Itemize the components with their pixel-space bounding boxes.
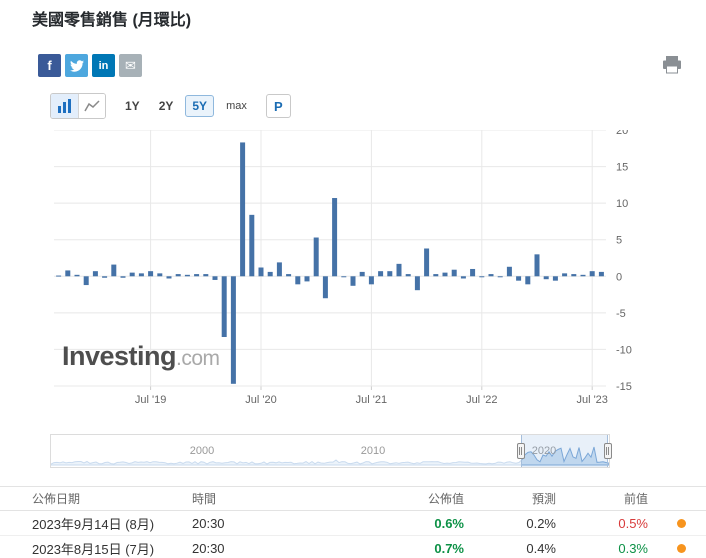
navigator-unselected-mask: [51, 435, 521, 467]
range-max-button[interactable]: max: [226, 100, 247, 112]
svg-text:10: 10: [616, 198, 628, 210]
svg-text:Jul '20: Jul '20: [245, 394, 276, 406]
table-row: 2023年8月15日 (7月) 20:30 0.7% 0.4% 0.3%: [0, 536, 706, 558]
previous-value: 0.3%: [618, 540, 648, 556]
range-2y-button[interactable]: 2Y: [158, 99, 174, 113]
line-chart-type-button[interactable]: [78, 94, 105, 118]
twitter-bird-icon: [69, 59, 84, 72]
actual-value: 0.7%: [434, 540, 464, 556]
table-row: 2023年9月14日 (8月) 20:30 0.6% 0.2% 0.5%: [0, 511, 706, 536]
svg-text:0: 0: [616, 271, 622, 283]
navigator-selected-range[interactable]: [521, 435, 608, 467]
svg-text:Jul '23: Jul '23: [576, 394, 607, 406]
svg-text:-10: -10: [616, 344, 632, 356]
share-toolbar: f in ✉: [38, 54, 142, 77]
svg-text:Jul '22: Jul '22: [466, 394, 497, 406]
navigator-label-2020: 2020: [531, 445, 557, 457]
line-chart-icon: [84, 100, 100, 112]
email-envelope-icon: ✉: [125, 57, 136, 73]
history-table: 公佈日期 時間 公佈值 預測 前值 2023年9月14日 (8月) 20:30 …: [0, 486, 706, 558]
print-button[interactable]: [662, 56, 684, 76]
actual-value: 0.6%: [434, 515, 464, 531]
bar-chart-icon: [57, 99, 71, 113]
navigator-label-2000: 2000: [189, 445, 215, 457]
watermark-suffix: .com: [176, 347, 220, 370]
forecast-value: 0.4%: [526, 540, 556, 556]
svg-text:Jul '21: Jul '21: [356, 394, 387, 406]
chart-plot-area: 20 15 10 5 0 -5 -10 -15 Jul '19 Jul '20 Jul '21 Jul…: [54, 125, 658, 408]
navigator-left-handle[interactable]: [517, 443, 525, 459]
navigator-right-handle[interactable]: [604, 443, 612, 459]
release-marker-icon: [677, 543, 686, 553]
header-time: 時間: [192, 492, 217, 506]
range-5y-button[interactable]: 5Y: [185, 95, 215, 117]
release-date: 2023年8月15日 (7月): [32, 541, 155, 557]
linkedin-icon: in: [98, 59, 109, 72]
facebook-icon: f: [47, 58, 52, 73]
svg-text:Jul '19: Jul '19: [135, 394, 166, 406]
chart-type-switcher: [50, 93, 106, 119]
printer-icon: [663, 56, 681, 74]
table-header-row: 公佈日期 時間 公佈值 預測 前值: [0, 486, 706, 511]
chart-toolbar: 1Y 2Y 5Y max P: [50, 93, 291, 119]
release-marker-icon: [677, 518, 686, 528]
forecast-value: 0.2%: [526, 515, 556, 531]
share-facebook-button[interactable]: f: [38, 54, 61, 77]
svg-text:5: 5: [616, 235, 622, 247]
header-actual: 公佈值: [427, 492, 464, 506]
svg-text:15: 15: [616, 162, 628, 174]
p-button[interactable]: P: [265, 94, 291, 118]
share-email-button[interactable]: ✉: [119, 54, 142, 77]
watermark-brand: Investing: [62, 341, 177, 371]
investing-watermark: Investing.com: [62, 341, 220, 372]
share-twitter-button[interactable]: [65, 54, 88, 77]
navigator-label-2010: 2010: [360, 445, 386, 457]
svg-text:20: 20: [616, 130, 628, 137]
bar-chart-type-button[interactable]: [51, 94, 78, 118]
share-linkedin-button[interactable]: in: [92, 54, 115, 77]
svg-text:-5: -5: [616, 308, 626, 320]
range-1y-button[interactable]: 1Y: [125, 99, 140, 113]
release-date: 2023年9月14日 (8月): [32, 516, 155, 532]
header-release-date: 公佈日期: [32, 492, 81, 506]
svg-text:-15: -15: [616, 381, 632, 393]
timeline-navigator[interactable]: 2000 2010 2020: [50, 434, 612, 468]
release-time: 20:30: [192, 540, 225, 556]
page-title: 美國零售銷售 (月環比): [32, 12, 192, 29]
bar-chart: 20 15 10 5 0 -5 -10 -15 Jul '19 Jul '20 Jul '21 Jul…: [54, 125, 632, 406]
header-previous: 前值: [623, 492, 648, 506]
previous-value: 0.5%: [618, 515, 648, 531]
range-selector: 1Y 2Y 5Y max: [118, 95, 254, 117]
header-forecast: 預測: [531, 492, 556, 506]
release-time: 20:30: [192, 515, 225, 531]
